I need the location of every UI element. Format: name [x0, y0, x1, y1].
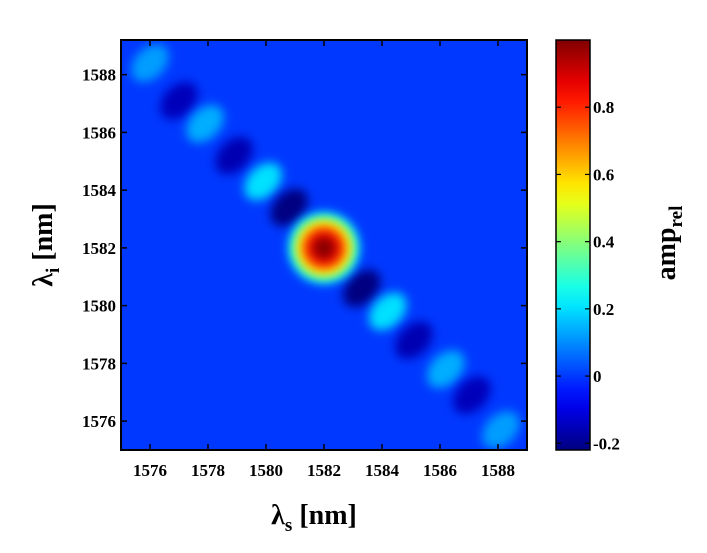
- heatmap-peak-ring: [315, 238, 333, 257]
- x-tick-label: 1580: [249, 461, 283, 480]
- x-axis-ticks: 1576 1578 1580 1582 1584 1586 1588: [133, 40, 515, 480]
- heatmap-plot-area: [120, 39, 528, 451]
- colorbar-label-base: amp: [651, 227, 682, 280]
- heatmap-lobe-shape: [131, 44, 169, 82]
- colorbar-fill: [556, 40, 590, 450]
- heatmap-lobe-shape: [244, 162, 282, 201]
- heatmap-lobe-shape: [160, 81, 198, 120]
- x-tick-label: 1578: [191, 461, 225, 480]
- x-tick-label: 1588: [481, 461, 515, 480]
- y-tick-label: 1578: [82, 354, 116, 373]
- heatmap-lobes: [131, 44, 520, 449]
- heatmap-lobe: [426, 350, 465, 388]
- x-tick-label: 1576: [133, 461, 167, 480]
- y-axis-label-sub: i: [43, 268, 64, 273]
- y-axis-label-base: λ: [28, 273, 59, 287]
- colorbar-label: amprel: [651, 206, 687, 281]
- y-axis-ticks: 1576 1578 1580 1582 1584 1586 1588: [82, 66, 527, 431]
- heatmap-lobe: [482, 410, 520, 449]
- colorbar-tick-label: 0.2: [593, 300, 614, 319]
- heatmap-lobe: [342, 269, 381, 308]
- heatmap-lobe-shape: [426, 350, 465, 388]
- y-axis-label-unit: [nm]: [28, 203, 59, 268]
- x-tick-label: 1586: [423, 461, 457, 480]
- heatmap-lobe-shape: [395, 321, 433, 360]
- heatmap-lobe: [270, 188, 309, 227]
- colorbar-ticks: -0.2 0 0.2 0.4 0.6 0.8: [556, 98, 620, 453]
- colorbar-tick-label: 0.8: [593, 98, 614, 117]
- y-tick-label: 1586: [82, 123, 116, 142]
- y-tick-label: 1582: [82, 239, 116, 258]
- y-tick-label: 1588: [82, 66, 116, 85]
- x-axis-label-unit: [nm]: [292, 500, 357, 531]
- heatmap-lobe: [244, 162, 282, 201]
- heatmap-lobe-shape: [368, 292, 407, 331]
- heatmap-lobe: [215, 136, 253, 175]
- x-axis-label: λs [nm]: [271, 500, 357, 536]
- colorbar-frame: [555, 39, 591, 451]
- x-axis-label-sub: s: [285, 515, 292, 536]
- y-tick-label: 1580: [82, 297, 116, 316]
- heatmap-lobe-shape: [186, 104, 224, 143]
- y-tick-label: 1576: [82, 412, 116, 431]
- x-axis-label-base: λ: [271, 500, 285, 531]
- y-axis-label: λi [nm]: [28, 203, 64, 287]
- x-tick-label: 1584: [365, 461, 400, 480]
- colorbar-tick-label: 0.6: [593, 165, 614, 184]
- heatmap-lobe: [160, 81, 198, 120]
- heatmap-lobe: [453, 376, 491, 414]
- heatmap-lobe-shape: [482, 410, 520, 449]
- heatmap-lobe-shape: [453, 376, 491, 414]
- heatmap-lobe: [186, 104, 224, 143]
- heatmap-lobe-shape: [342, 269, 381, 308]
- colorbar-tick-label: -0.2: [593, 434, 620, 453]
- colorbar-tick-label: 0: [593, 367, 602, 386]
- colorbar: -0.2 0 0.2 0.4 0.6 0.8: [555, 39, 620, 453]
- heatmap-central-peak: [288, 211, 360, 284]
- heatmap-lobe-shape: [215, 136, 253, 175]
- heatmap-lobe: [395, 321, 433, 360]
- heatmap-lobe: [368, 292, 407, 331]
- colorbar-label-sub: rel: [666, 206, 687, 228]
- heatmap-lobe: [131, 44, 169, 82]
- colorbar-tick-label: 0.4: [593, 233, 615, 252]
- heatmap-lobe-shape: [270, 188, 309, 227]
- x-tick-label: 1582: [307, 461, 341, 480]
- y-tick-label: 1584: [82, 181, 117, 200]
